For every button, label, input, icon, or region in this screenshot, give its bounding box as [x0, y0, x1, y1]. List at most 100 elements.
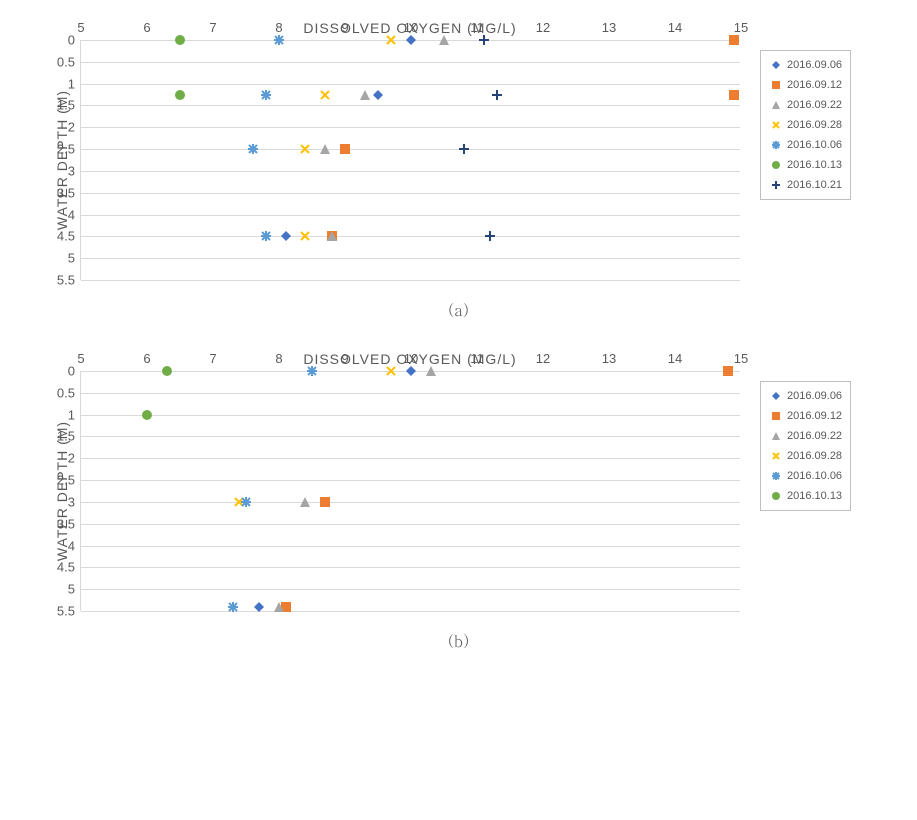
- legend-item: 2016.09.28: [767, 115, 844, 135]
- x-tick-label: 14: [668, 20, 682, 35]
- legend-item: 2016.10.13: [767, 486, 844, 506]
- legend-marker-icon: [769, 389, 783, 403]
- data-point: [273, 34, 285, 46]
- gridline: [81, 393, 740, 394]
- y-tick-label: 3: [51, 494, 75, 509]
- x-tick-label: 13: [602, 351, 616, 366]
- gridline: [81, 567, 740, 568]
- legend-marker-icon: [769, 118, 783, 132]
- data-point: [728, 89, 740, 101]
- chart-a-block: DISSOLVED OXYGEN (MG/L) WATER DEPTH (M) …: [20, 20, 897, 321]
- data-point: [458, 143, 470, 155]
- y-tick-label: 4.5: [51, 560, 75, 575]
- data-point: [405, 34, 417, 46]
- chart-b-block: DISSOLVED OXYGEN (MG/L) WATER DEPTH (M) …: [20, 351, 897, 652]
- data-point: [247, 143, 259, 155]
- data-point: [161, 365, 173, 377]
- legend-label: 2016.09.12: [787, 410, 842, 422]
- x-tick-label: 11: [470, 20, 484, 35]
- legend-marker-icon: [769, 158, 783, 172]
- chart-a-plot: 5678910111213141500.511.522.533.544.555.…: [80, 40, 740, 280]
- x-tick-label: 8: [275, 351, 282, 366]
- x-tick-label: 12: [536, 351, 550, 366]
- y-tick-label: 3.5: [51, 516, 75, 531]
- x-tick-label: 15: [734, 20, 748, 35]
- legend-item: 2016.10.13: [767, 155, 844, 175]
- legend-label: 2016.09.06: [787, 59, 842, 71]
- legend-item: 2016.09.06: [767, 55, 844, 75]
- legend-marker-icon: [769, 469, 783, 483]
- y-tick-label: 4.5: [51, 229, 75, 244]
- y-tick-label: 0: [51, 364, 75, 379]
- data-point: [240, 496, 252, 508]
- x-tick-label: 13: [602, 20, 616, 35]
- y-tick-label: 3: [51, 163, 75, 178]
- gridline: [81, 215, 740, 216]
- y-tick-label: 4: [51, 538, 75, 553]
- legend-label: 2016.09.28: [787, 450, 842, 462]
- y-tick-label: 1: [51, 76, 75, 91]
- data-point: [484, 230, 496, 242]
- gridline: [81, 62, 740, 63]
- gridline: [81, 589, 740, 590]
- gridline: [81, 415, 740, 416]
- legend-item: 2016.10.06: [767, 466, 844, 486]
- x-tick-label: 10: [404, 20, 418, 35]
- legend-marker-icon: [769, 178, 783, 192]
- legend-label: 2016.09.28: [787, 119, 842, 131]
- gridline: [81, 611, 740, 612]
- x-tick-label: 12: [536, 20, 550, 35]
- data-point: [339, 143, 351, 155]
- data-point: [385, 365, 397, 377]
- data-point: [273, 601, 285, 613]
- data-point: [280, 230, 292, 242]
- legend-label: 2016.10.13: [787, 490, 842, 502]
- data-point: [478, 34, 490, 46]
- data-point: [141, 409, 153, 421]
- y-tick-label: 1: [51, 407, 75, 422]
- gridline: [81, 84, 740, 85]
- y-tick-label: 5: [51, 251, 75, 266]
- chart-b-caption: (b): [20, 629, 897, 652]
- y-tick-label: 2: [51, 120, 75, 135]
- legend-marker-icon: [769, 98, 783, 112]
- legend-marker-icon: [769, 429, 783, 443]
- gridline: [81, 458, 740, 459]
- x-tick-label: 11: [470, 351, 484, 366]
- y-tick-label: 1.5: [51, 429, 75, 444]
- gridline: [81, 171, 740, 172]
- chart-b-legend: 2016.09.06 2016.09.12 2016.09.22 2016.09.28…: [760, 381, 851, 511]
- y-tick-label: 0.5: [51, 54, 75, 69]
- y-tick-label: 3.5: [51, 185, 75, 200]
- y-tick-label: 5.5: [51, 604, 75, 619]
- data-point: [438, 34, 450, 46]
- figure-container: DISSOLVED OXYGEN (MG/L) WATER DEPTH (M) …: [20, 20, 897, 652]
- gridline: [81, 149, 740, 150]
- x-tick-label: 15: [734, 351, 748, 366]
- legend-item: 2016.09.22: [767, 426, 844, 446]
- chart-b-plot: 5678910111213141500.511.522.533.544.555.…: [80, 371, 740, 611]
- chart-a-caption: (a): [20, 298, 897, 321]
- y-tick-label: 1.5: [51, 98, 75, 113]
- x-tick-label: 7: [209, 20, 216, 35]
- legend-label: 2016.09.06: [787, 390, 842, 402]
- data-point: [326, 230, 338, 242]
- legend-item: 2016.09.12: [767, 406, 844, 426]
- data-point: [319, 496, 331, 508]
- y-tick-label: 0.5: [51, 385, 75, 400]
- data-point: [319, 143, 331, 155]
- data-point: [299, 230, 311, 242]
- legend-label: 2016.10.21: [787, 179, 842, 191]
- legend-item: 2016.09.22: [767, 95, 844, 115]
- x-tick-label: 5: [77, 20, 84, 35]
- gridline: [81, 480, 740, 481]
- gridline: [81, 524, 740, 525]
- x-tick-label: 5: [77, 351, 84, 366]
- x-tick-label: 6: [143, 20, 150, 35]
- legend-item: 2016.10.21: [767, 175, 844, 195]
- gridline: [81, 236, 740, 237]
- y-tick-label: 2.5: [51, 142, 75, 157]
- legend-item: 2016.09.12: [767, 75, 844, 95]
- y-tick-label: 5.5: [51, 273, 75, 288]
- legend-item: 2016.09.28: [767, 446, 844, 466]
